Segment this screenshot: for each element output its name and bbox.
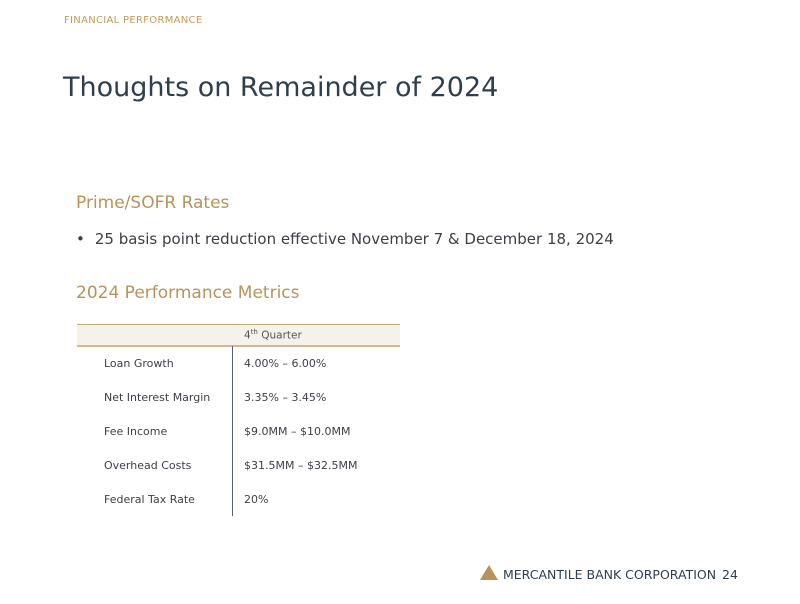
table-header: 4th Quarter [77,324,400,347]
bullet-icon: • [76,230,85,248]
bullet-item: • 25 basis point reduction effective Nove… [76,230,614,248]
column-header-quarter: 4th Quarter [244,328,302,342]
company-name: MERCANTILE BANK CORPORATION [503,567,717,582]
section-label: FINANCIAL PERFORMANCE [64,15,203,26]
metrics-table: 4th Quarter Loan Growth 4.00% – 6.00% Net… [77,324,400,516]
page-title: Thoughts on Remainder of 2024 [63,72,499,103]
column-divider [232,346,233,516]
triangle-logo-icon [480,565,498,580]
page-number: 24 [722,567,738,582]
metrics-heading: 2024 Performance Metrics [76,283,300,303]
rates-heading: Prime/SOFR Rates [76,193,230,213]
